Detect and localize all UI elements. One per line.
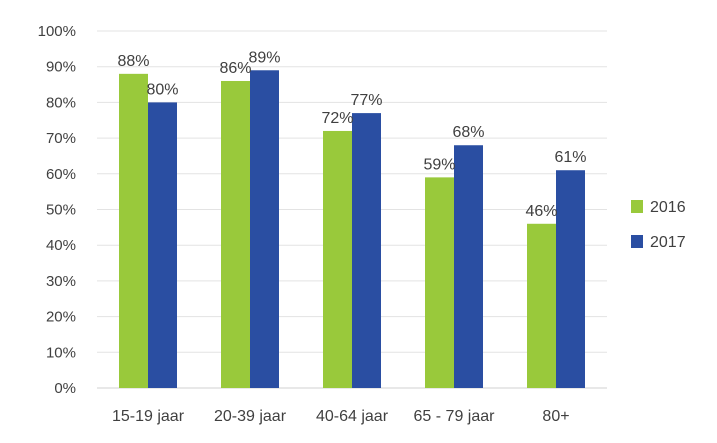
bars: [119, 70, 585, 389]
bar-2017-4: [556, 170, 585, 388]
y-axis-ticks: 0% 10% 20% 30% 40% 50% 60% 70% 80% 90% 100%: [38, 23, 76, 397]
y-tick-label: 70%: [46, 130, 76, 147]
bar-2017-3: [454, 145, 483, 388]
y-tick-label: 0%: [54, 380, 76, 397]
legend-swatch-2016: [631, 200, 643, 213]
y-tick-label: 100%: [38, 23, 76, 40]
legend-swatch-2017: [631, 235, 643, 248]
data-label: 68%: [452, 124, 484, 141]
legend-label-2016: 2016: [650, 199, 686, 216]
x-tick-label: 65 - 79 jaar: [414, 408, 496, 425]
legend-label-2017: 2017: [650, 234, 686, 251]
bar-2016-4: [527, 223, 556, 388]
x-tick-label: 20-39 jaar: [214, 408, 287, 425]
data-label: 88%: [117, 53, 149, 70]
legend: 2016 2017: [631, 199, 686, 251]
bar-2016-0: [119, 73, 148, 388]
x-axis-ticks: 15-19 jaar 20-39 jaar 40-64 jaar 65 - 79 ja…: [112, 408, 570, 425]
data-label: 80%: [146, 81, 178, 98]
y-tick-label: 60%: [46, 166, 76, 183]
y-tick-label: 90%: [46, 59, 76, 76]
bar-2017-1: [250, 70, 279, 389]
y-tick-label: 20%: [46, 309, 76, 326]
y-tick-label: 10%: [46, 344, 76, 361]
data-label: 61%: [554, 149, 586, 166]
data-label: 72%: [321, 110, 353, 127]
data-label: 46%: [525, 203, 557, 220]
x-tick-label: 15-19 jaar: [112, 408, 185, 425]
y-tick-label: 50%: [46, 202, 76, 219]
bar-2016-3: [425, 177, 454, 388]
bar-2017-0: [148, 102, 177, 389]
y-tick-label: 30%: [46, 273, 76, 290]
y-tick-label: 80%: [46, 94, 76, 111]
data-label: 77%: [350, 92, 382, 109]
data-labels: 88% 80% 86%89% 72%77% 59% 68% 46% 61%: [117, 49, 586, 220]
data-label: 89%: [248, 49, 280, 66]
data-label: 59%: [423, 156, 455, 173]
bar-2017-2: [352, 113, 381, 389]
x-tick-label: 40-64 jaar: [316, 408, 389, 425]
bar-2016-2: [323, 130, 352, 388]
x-tick-label: 80+: [542, 408, 569, 425]
bar-2016-1: [221, 80, 250, 388]
data-label: 86%: [219, 60, 251, 77]
y-tick-label: 40%: [46, 237, 76, 254]
